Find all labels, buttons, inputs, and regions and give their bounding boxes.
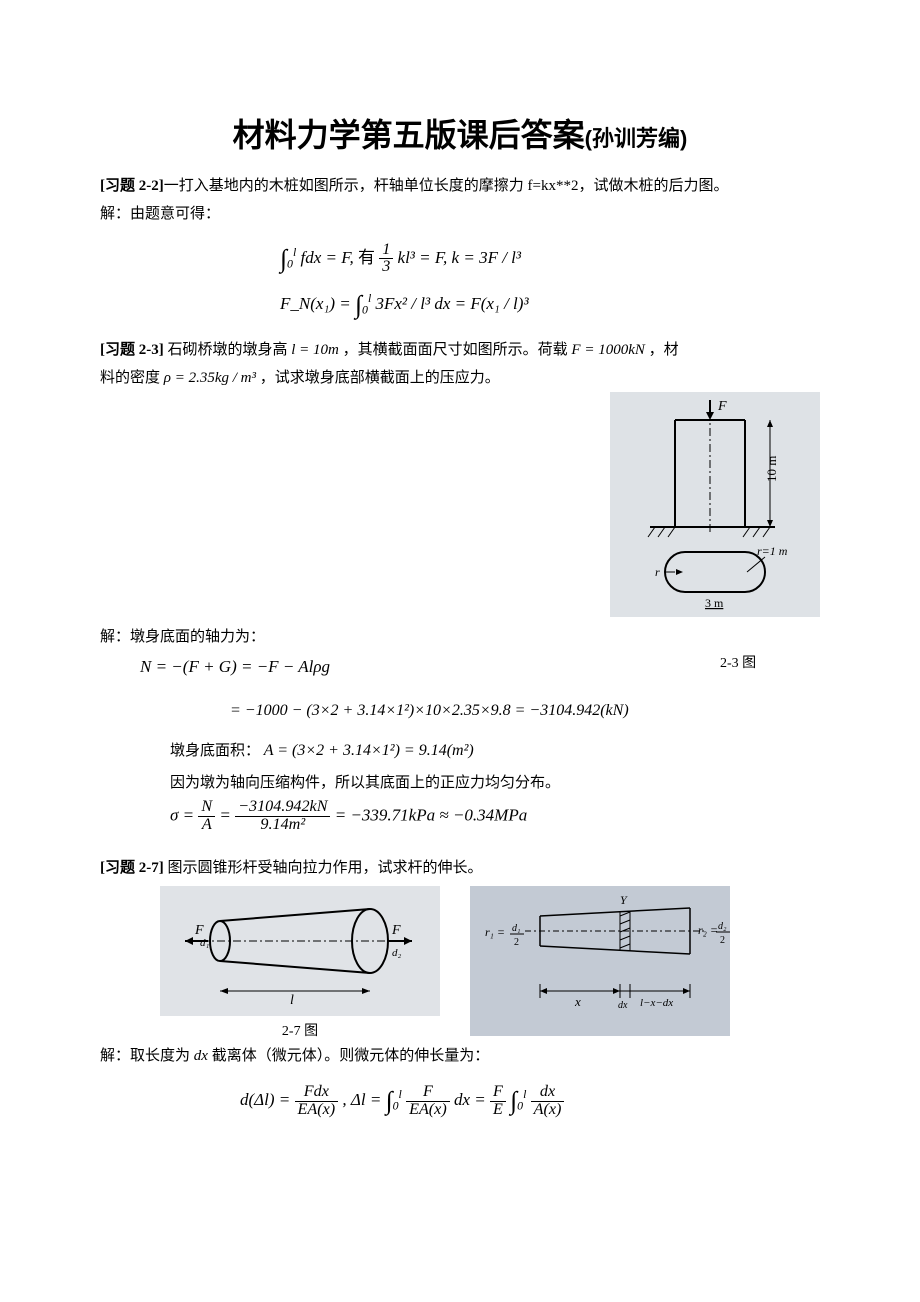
x-label: x — [574, 994, 581, 1009]
math: F = 1000kN — [571, 342, 644, 358]
up: l — [523, 1087, 526, 1101]
r2: r₂ = — [698, 923, 718, 937]
area-math: A = (3×2 + 3.14×1²) = 9.14(m²) — [264, 742, 474, 759]
dx: dx = — [454, 1090, 490, 1109]
dx-label: dx — [618, 1000, 628, 1011]
int-up-2: l — [368, 291, 371, 305]
d: A — [198, 817, 215, 834]
f-right: F — [391, 923, 401, 938]
n: dx — [531, 1084, 565, 1102]
area-line: 墩身底面积： A = (3×2 + 3.14×1²) = 9.14(m²) — [100, 738, 820, 764]
figure-2-7-right: Y r₁ = d₁ 2 r₂ = d₂ 2 x dx — [470, 886, 730, 1036]
svg-text:2: 2 — [514, 937, 519, 948]
math: l = 10m — [291, 342, 339, 358]
d: A(x) — [531, 1102, 565, 1119]
f-left: F — [194, 923, 204, 938]
l-label: l — [290, 993, 294, 1008]
f-label: F — [717, 399, 727, 414]
problem-2-2: [习题 2-2]一打入基地内的木桩如图所示，杆轴单位长度的摩擦力 f=kx**2… — [100, 174, 820, 198]
area-label: 墩身底面积： — [170, 743, 260, 759]
page-title: 材料力学第五版课后答案(孙训芳编) — [100, 110, 820, 156]
num: 1 — [379, 242, 393, 260]
figure-2-7-left: F F d₁ d₂ l — [160, 886, 440, 1016]
lead: 解：取长度为 — [100, 1048, 194, 1064]
eq-body-a: fdx = F, — [301, 248, 358, 267]
math: ρ = 2.35kg / m³ — [164, 370, 256, 386]
eq: = — [219, 806, 235, 825]
cont: 截离体（微元体）。则微元体的伸长量为： — [208, 1048, 489, 1064]
solution-lead-22: 解：由题意可得： — [100, 202, 820, 226]
figure-2-7-container: F F d₁ d₂ l 2-7 图 — [100, 886, 820, 1040]
problem-label: [习题 2-2] — [100, 178, 164, 194]
problem-2-7: [习题 2-7] 图示圆锥形杆受轴向拉力作用，试求杆的伸长。 — [100, 856, 820, 880]
problem-label: [习题 2-3] — [100, 342, 164, 358]
n2: −3104.942kN — [235, 799, 330, 817]
title-main: 材料力学第五版课后答案 — [233, 117, 585, 153]
integral-sign: ∫ — [280, 244, 287, 273]
txt: 料的密度 — [100, 370, 164, 386]
n: F — [490, 1084, 506, 1102]
eq2-lhs: F_N — [280, 294, 310, 313]
res: = −339.71kPa ≈ −0.34MPa — [335, 806, 527, 825]
r1: r₁ = — [485, 925, 505, 939]
dx: dx — [194, 1048, 208, 1064]
fig-2-3-caption: 2-3 图 — [720, 653, 820, 680]
txt: ，材 — [645, 342, 679, 358]
svg-text:2: 2 — [720, 935, 725, 946]
n: Fdx — [295, 1084, 339, 1102]
eq2-body: 3Fx² / l³ dx = F(x₁ / l)³ — [376, 294, 529, 313]
rest-label: l−x−dx — [640, 997, 673, 1009]
d2: 9.14m² — [235, 817, 330, 834]
txt: 石砌桥墩的墩身高 — [164, 342, 292, 358]
eq-N-row: N = −(F + G) = −F − Alρg 2-3 图 — [100, 653, 820, 680]
title-suffix: (孙训芳编) — [585, 126, 688, 151]
d: E — [490, 1102, 506, 1119]
you: 有 — [358, 248, 375, 267]
r-arrow: r — [655, 565, 660, 579]
problem-text: 一打入基地内的木桩如图所示，杆轴单位长度的摩擦力 f=kx**2，试做木桩的后力… — [164, 178, 729, 194]
n: F — [406, 1084, 450, 1102]
eq-body-b: kl³ = F, k = 3F / l³ — [398, 248, 521, 267]
eq-N: N = −(F + G) = −F − Alρg — [100, 653, 720, 680]
svg-text:d₁: d₁ — [512, 923, 520, 934]
txt: ，试求墩身底部横截面上的压应力。 — [256, 370, 500, 386]
eq-N2: = −1000 − (3×2 + 3.14×1²)×10×2.35×9.8 = … — [100, 698, 820, 724]
den: 3 — [379, 259, 393, 276]
mid: , Δl = — [342, 1090, 385, 1109]
problem-2-3-line1: [习题 2-3] 石砌桥墩的墩身高 l = 10m ，其横截面面尺寸如图所示。荷… — [100, 338, 820, 362]
width-label: 3 m — [705, 596, 724, 610]
problem-2-3-line2: 料的密度 ρ = 2.35kg / m³ ，试求墩身底部横截面上的压应力。 — [100, 366, 820, 390]
sigma-eq: σ = NA = −3104.942kN9.14m² = −339.71kPa … — [100, 799, 820, 834]
eq-2-7: d(Δl) = FdxEA(x) , Δl = ∫0l FEA(x) dx = … — [100, 1078, 820, 1124]
lhs: d(Δl) = — [240, 1090, 295, 1109]
d1: d₁ — [200, 937, 210, 949]
eq-2-2: ∫0l fdx = F, 有 13 kl³ = F, k = 3F / l³ F… — [100, 236, 820, 328]
svg-text:d₂: d₂ — [718, 921, 727, 932]
n: N — [198, 799, 215, 817]
d2: d₂ — [392, 947, 402, 959]
height-label: 10 m — [764, 455, 779, 481]
r-label: r=1 m — [757, 544, 788, 558]
up: l — [399, 1087, 402, 1101]
eq2-arg: (x₁) = — [310, 294, 355, 313]
problem-label: [习题 2-7] — [100, 860, 164, 876]
fig-2-7-caption: 2-7 图 — [160, 1020, 440, 1040]
reason: 因为墩为轴向压缩构件，所以其底面上的正应力均匀分布。 — [100, 771, 820, 795]
txt: ，其横截面面尺寸如图所示。荷载 — [339, 342, 572, 358]
integral-sign-2: ∫ — [355, 290, 362, 319]
solution-lead-23: 解：墩身底面的轴力为： — [100, 625, 820, 649]
int-up: l — [293, 245, 296, 259]
frac-1-3: 13 — [379, 242, 393, 277]
int: ∫ — [386, 1086, 393, 1115]
solution-lead-27: 解：取长度为 dx 截离体（微元体）。则微元体的伸长量为： — [100, 1044, 820, 1068]
figure-2-3-container: F 10 m 3 m r=1 m r — [100, 392, 820, 617]
d: EA(x) — [406, 1102, 450, 1119]
d: EA(x) — [295, 1102, 339, 1119]
figure-2-3: F 10 m 3 m r=1 m r — [610, 392, 820, 617]
txt: 图示圆锥形杆受轴向拉力作用，试求杆的伸长。 — [164, 860, 483, 876]
